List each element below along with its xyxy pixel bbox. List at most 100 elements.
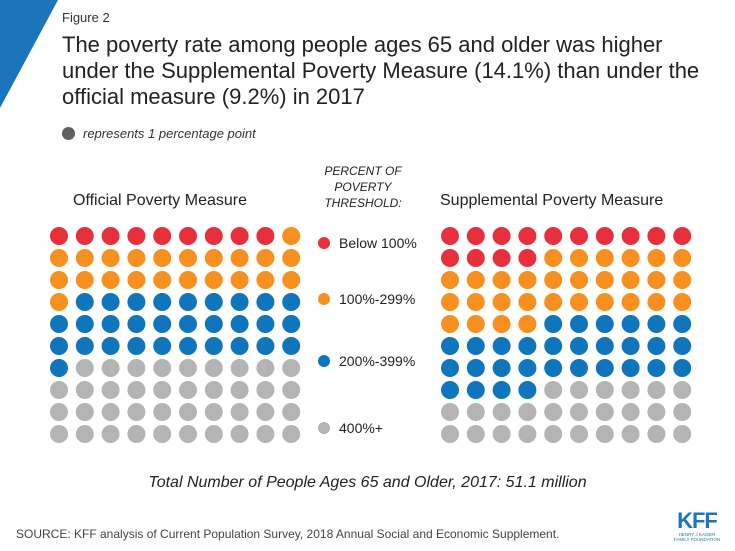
waffle-dot bbox=[570, 271, 588, 289]
waffle-dot bbox=[518, 227, 537, 245]
waffle-dot bbox=[179, 293, 197, 311]
waffle-dot bbox=[492, 315, 511, 333]
waffle-dot bbox=[127, 293, 146, 311]
waffle-dot bbox=[230, 381, 249, 399]
waffle-dot bbox=[673, 227, 692, 245]
waffle-dot bbox=[256, 293, 275, 311]
waffle-dot bbox=[101, 249, 120, 267]
waffle-dot bbox=[595, 403, 614, 421]
waffle-dot bbox=[518, 293, 537, 311]
legend-swatch bbox=[318, 237, 330, 249]
waffle-dot bbox=[75, 249, 94, 267]
waffle-dot bbox=[544, 337, 563, 355]
waffle-dot bbox=[127, 359, 146, 377]
waffle-dot bbox=[647, 337, 666, 355]
waffle-dot bbox=[230, 249, 249, 267]
waffle-dot bbox=[595, 315, 614, 333]
waffle-dot bbox=[647, 425, 666, 443]
waffle-dot bbox=[673, 315, 692, 333]
waffle-dot bbox=[570, 227, 588, 245]
waffle-dot bbox=[50, 293, 68, 311]
waffle-dot bbox=[179, 315, 197, 333]
waffle-dot bbox=[673, 425, 692, 443]
waffle-dot bbox=[153, 249, 172, 267]
waffle-dot bbox=[673, 359, 692, 377]
waffle-dot bbox=[673, 293, 692, 311]
waffle-dot bbox=[230, 271, 249, 289]
waffle-dot bbox=[101, 227, 120, 245]
waffle-dot bbox=[544, 227, 563, 245]
waffle-dot bbox=[647, 315, 666, 333]
waffle-dot bbox=[466, 271, 485, 289]
waffle-dot bbox=[544, 403, 563, 421]
waffle-dot bbox=[595, 271, 614, 289]
waffle-dot bbox=[282, 293, 301, 311]
waffle-dot bbox=[153, 337, 172, 355]
waffle-dot bbox=[204, 227, 223, 245]
waffle-dot bbox=[153, 425, 172, 443]
waffle-dot bbox=[544, 315, 563, 333]
waffle-dot bbox=[492, 249, 511, 267]
waffle-dot bbox=[204, 381, 223, 399]
waffle-dot bbox=[518, 359, 537, 377]
legend-label: 100%-299% bbox=[339, 291, 415, 307]
waffle-dot bbox=[101, 403, 120, 421]
dot-legend-note: represents 1 percentage point bbox=[62, 126, 256, 141]
waffle-dot bbox=[544, 425, 563, 443]
waffle-dot bbox=[570, 425, 588, 443]
waffle-dot bbox=[518, 381, 537, 399]
waffle-dot bbox=[647, 359, 666, 377]
waffle-dot bbox=[256, 337, 275, 355]
waffle-dot bbox=[282, 315, 301, 333]
waffle-dot bbox=[492, 227, 511, 245]
waffle-dot bbox=[230, 403, 249, 421]
waffle-dot bbox=[595, 425, 614, 443]
legend-swatch bbox=[318, 422, 330, 434]
waffle-dot bbox=[441, 293, 459, 311]
waffle-dot bbox=[282, 381, 301, 399]
chart-title: The poverty rate among people ages 65 an… bbox=[62, 32, 700, 109]
waffle-dot bbox=[595, 381, 614, 399]
waffle-dot bbox=[282, 249, 301, 267]
waffle-dot bbox=[256, 381, 275, 399]
waffle-dot bbox=[441, 227, 459, 245]
waffle-dot bbox=[621, 337, 640, 355]
waffle-dot bbox=[282, 337, 301, 355]
legend-swatch bbox=[318, 355, 330, 367]
waffle-dot bbox=[621, 249, 640, 267]
waffle-dot bbox=[282, 359, 301, 377]
waffle-dot bbox=[466, 315, 485, 333]
waffle-dot bbox=[153, 381, 172, 399]
waffle-dot bbox=[230, 425, 249, 443]
total-population-note: Total Number of People Ages 65 and Older… bbox=[148, 474, 587, 491]
waffle-dot bbox=[466, 403, 485, 421]
waffle-dot bbox=[75, 337, 94, 355]
threshold-header-line: THRESHOLD: bbox=[324, 196, 402, 210]
waffle-dot bbox=[595, 227, 614, 245]
waffle-dot bbox=[179, 359, 197, 377]
waffle-dot bbox=[647, 403, 666, 421]
legend-swatch bbox=[318, 293, 330, 305]
waffle-dot bbox=[230, 293, 249, 311]
waffle-dot bbox=[204, 337, 223, 355]
waffle-dot bbox=[127, 337, 146, 355]
waffle-dot bbox=[230, 315, 249, 333]
waffle-dot bbox=[441, 271, 459, 289]
waffle-dot bbox=[570, 381, 588, 399]
waffle-dot bbox=[466, 293, 485, 311]
waffle-dot bbox=[621, 227, 640, 245]
legend-label: 400%+ bbox=[339, 420, 383, 436]
supplemental-panel-title: Supplemental Poverty Measure bbox=[440, 192, 664, 209]
waffle-dot bbox=[466, 359, 485, 377]
waffle-dot bbox=[127, 249, 146, 267]
waffle-dot bbox=[101, 315, 120, 333]
waffle-dot bbox=[50, 337, 68, 355]
waffle-dot bbox=[153, 315, 172, 333]
waffle-dot bbox=[492, 403, 511, 421]
waffle-dot bbox=[282, 403, 301, 421]
waffle-dot bbox=[75, 227, 94, 245]
waffle-dot bbox=[75, 293, 94, 311]
waffle-dot bbox=[518, 249, 537, 267]
waffle-dot bbox=[441, 249, 459, 267]
waffle-dot bbox=[282, 425, 301, 443]
